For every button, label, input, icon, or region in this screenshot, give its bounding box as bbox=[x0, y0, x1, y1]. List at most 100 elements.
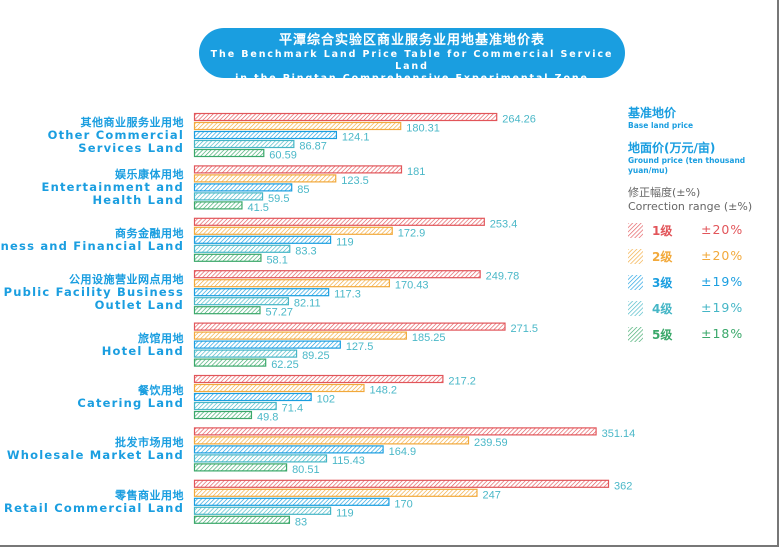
bar-grade-5 bbox=[193, 148, 265, 158]
bar-grade-2 bbox=[193, 331, 407, 340]
category-label-en: Business and Financial Land bbox=[0, 238, 184, 253]
value-label: 123.5 bbox=[341, 175, 369, 187]
legend-correction-cn: 修正幅度(±%) bbox=[628, 186, 701, 199]
bar-grade-4 bbox=[193, 401, 277, 411]
value-label: 85 bbox=[297, 184, 309, 196]
category-label-en: Entertainment and bbox=[41, 179, 184, 194]
value-label: 264.26 bbox=[502, 114, 536, 126]
bar-grade-5 bbox=[193, 515, 291, 524]
value-label: 172.9 bbox=[398, 227, 426, 239]
category-label-en: Public Facility Business bbox=[3, 284, 184, 299]
value-label: 80.51 bbox=[292, 464, 320, 476]
category-label: 零售商业用地 Retail Commercial Land bbox=[4, 489, 184, 515]
legend-swatch bbox=[628, 275, 643, 290]
value-label: 115.43 bbox=[332, 455, 365, 467]
legend-range: ±19% bbox=[701, 300, 744, 315]
value-label: 57.27 bbox=[265, 307, 293, 319]
value-label: 253.4 bbox=[490, 218, 518, 230]
title-banner: 平潭综合实验区商业服务业用地基准地价表 The Benchmark Land P… bbox=[199, 28, 625, 84]
legend-item: 1级 ±20% bbox=[628, 221, 778, 239]
legend-unit-en: Ground price (ten thousand yuan/mu) bbox=[628, 156, 746, 175]
legend-range: ±19% bbox=[701, 274, 744, 289]
bar-grade-2 bbox=[193, 279, 391, 288]
value-label: 170 bbox=[394, 498, 412, 510]
title-cn: 平潭综合实验区商业服务业用地基准地价表 bbox=[278, 33, 545, 48]
legend-swatch bbox=[628, 223, 643, 238]
legend-range: ±20% bbox=[701, 248, 744, 263]
bar-grade-1 bbox=[193, 479, 610, 488]
bar-grade-2 bbox=[193, 383, 365, 393]
bar-grade-3 bbox=[193, 497, 390, 506]
value-label: 170.43 bbox=[395, 280, 429, 292]
bar-grade-2 bbox=[193, 174, 337, 183]
value-label: 185.25 bbox=[412, 332, 446, 344]
value-label: 82.11 bbox=[294, 298, 321, 310]
legend-grade: 2级 bbox=[652, 250, 673, 264]
category-label: 娱乐康体用地 Entertainment and Health Land bbox=[42, 168, 184, 207]
bar-grade-4 bbox=[193, 454, 328, 463]
value-label: 124.1 bbox=[342, 132, 370, 144]
category-label: 批发市场用地 Wholesale Market Land bbox=[7, 436, 184, 462]
category-label-en: Retail Commercial Land bbox=[4, 500, 184, 515]
value-label: 83 bbox=[295, 516, 307, 528]
bar-grade-2 bbox=[193, 436, 470, 445]
bar-grade-5 bbox=[193, 306, 261, 315]
bar-grade-1 bbox=[193, 217, 485, 226]
value-label: 164.9 bbox=[389, 446, 417, 458]
value-label: 249.78 bbox=[486, 271, 520, 283]
category-label: 商务金融用地Business and Financial Land bbox=[0, 227, 184, 253]
bar-grade-3 bbox=[193, 288, 330, 297]
category-label-en: Catering Land bbox=[77, 396, 184, 410]
legend-item: 2级 ±20% bbox=[628, 247, 778, 265]
value-label: 71.4 bbox=[282, 403, 303, 415]
value-label: 60.59 bbox=[269, 150, 297, 162]
value-label: 127.5 bbox=[346, 341, 374, 353]
bar-grade-4 bbox=[193, 139, 295, 149]
value-label: 89.25 bbox=[302, 350, 330, 362]
category-label-cn: 零售商业用地 bbox=[115, 488, 184, 502]
category-label: 公用设施营业网点用地 Public Facility Business Outlet… bbox=[4, 273, 184, 312]
legend-range: ±20% bbox=[701, 222, 744, 237]
bar-grade-1 bbox=[193, 165, 403, 174]
bar-grade-3 bbox=[193, 392, 312, 402]
bar-grade-5 bbox=[193, 410, 253, 420]
bar-grade-3 bbox=[193, 183, 293, 192]
value-label: 59.5 bbox=[268, 193, 289, 205]
legend-grade: 3级 bbox=[652, 276, 673, 290]
bar-grade-3 bbox=[193, 130, 338, 140]
value-label: 86.87 bbox=[299, 141, 327, 153]
value-label: 119 bbox=[336, 236, 354, 248]
legend-swatch bbox=[628, 301, 643, 316]
bar-grade-5 bbox=[193, 358, 267, 367]
bar-grade-1 bbox=[193, 112, 498, 122]
legend-title-en: Base land price bbox=[628, 121, 694, 130]
category-label-en: Hotel Land bbox=[101, 343, 184, 358]
value-label: 148.2 bbox=[369, 385, 397, 397]
category-label-cn: 其他商业服务业用地 bbox=[80, 115, 184, 129]
bar-grade-4 bbox=[193, 297, 290, 306]
legend-unit-cn: 地面价(万元/亩) bbox=[628, 141, 716, 155]
legend: 基准地价 Base land price 地面价(万元/亩) Ground pr… bbox=[628, 106, 778, 342]
value-label: 239.59 bbox=[474, 437, 508, 449]
category-label: 餐饮用地 Catering Land bbox=[77, 384, 184, 410]
value-label: 362 bbox=[614, 480, 632, 492]
bar-grade-3 bbox=[193, 340, 341, 349]
bar-grade-1 bbox=[193, 427, 597, 436]
value-label: 217.2 bbox=[448, 376, 476, 388]
legend-grade: 1级 bbox=[652, 224, 673, 238]
legend-correction-en: Correction range (±%) bbox=[628, 200, 753, 213]
legend-grade: 5级 bbox=[652, 328, 673, 342]
category-label-en: Wholesale Market Land bbox=[6, 448, 184, 463]
bar-grade-2 bbox=[193, 488, 478, 497]
bar-grade-1 bbox=[193, 270, 481, 279]
value-label: 271.5 bbox=[511, 323, 539, 335]
value-label: 119 bbox=[336, 507, 354, 519]
value-label: 49.8 bbox=[257, 412, 278, 424]
bar-grade-2 bbox=[193, 226, 393, 235]
legend-item: 3级 ±19% bbox=[628, 273, 778, 291]
bar-grade-3 bbox=[193, 445, 384, 454]
category-label-cn: 公用设施营业网点用地 bbox=[69, 272, 184, 286]
bar-grade-3 bbox=[193, 235, 332, 244]
